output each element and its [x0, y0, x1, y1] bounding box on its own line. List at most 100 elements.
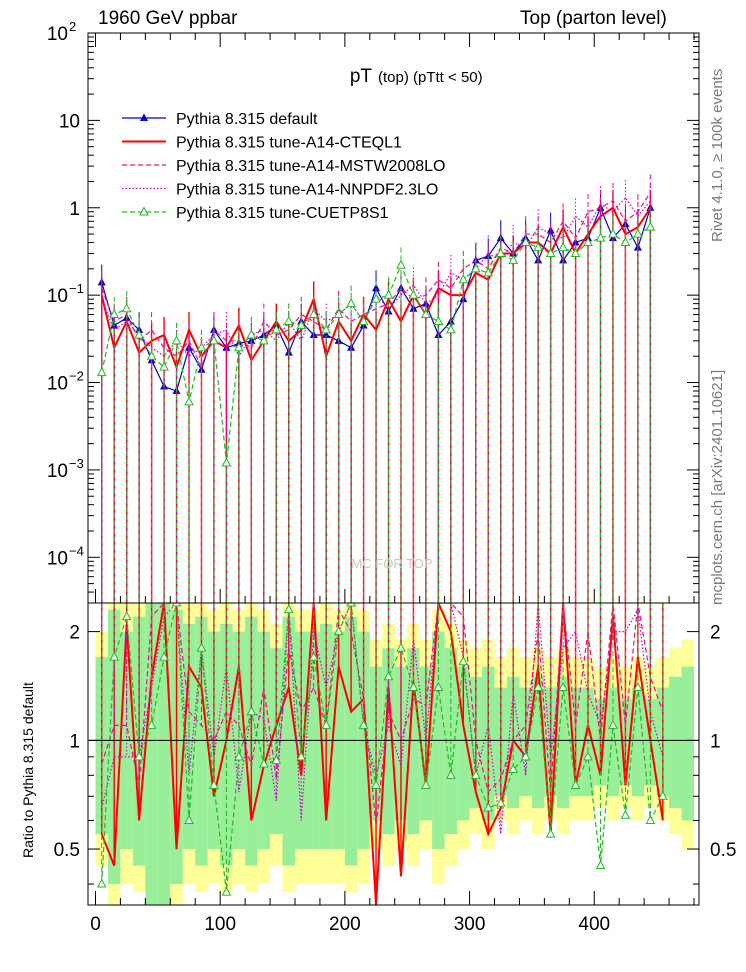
ratio-inner-band-bar [407, 648, 420, 835]
main-point-pythia-8-315-tune-cuetp8s1 [608, 228, 618, 238]
ratio-y-tick-label: 1 [69, 731, 80, 752]
main-point-pythia-8-315-tune-cuetp8s1 [595, 232, 606, 242]
main-point-pythia-8-315-tune-cuetp8s1 [358, 315, 369, 325]
legend: Pythia 8.315 default Pythia 8.315 tune-A1… [122, 111, 445, 222]
ratio-y-axis-label: Ratio to Pythia 8.315 default [20, 682, 36, 858]
ratio-point-pythia-8-315-tune-cuetp8s1 [470, 769, 481, 779]
main-point-pythia-8-315-tune-cuetp8s1 [645, 221, 656, 231]
main-point-pythia-8-315-tune-cuetp8s1 [458, 274, 469, 284]
main-point-pythia-8-315-tune-cuetp8s1 [558, 242, 568, 252]
x-tick-label: 400 [578, 914, 610, 935]
main-point-pythia-8-315-tune-cuetp8s1 [209, 335, 219, 345]
main-point-pythia-8-315-default [372, 283, 381, 292]
mcplots-label: mcplots.cern.ch [arXiv:2401.10621] [709, 369, 726, 605]
main-point-pythia-8-315-tune-cuetp8s1 [333, 308, 344, 319]
main-point-pythia-8-315-tune-cuetp8s1 [483, 267, 494, 277]
ratio-point-pythia-8-315-tune-cuetp8s1 [109, 651, 120, 661]
ratio-point-pythia-8-315-tune-cuetp8s1 [570, 779, 581, 789]
main-point-pythia-8-315-tune-cuetp8s1 [159, 361, 169, 371]
main-y-tick-label-exp: −2 [69, 369, 84, 384]
main-point-pythia-8-315-tune-cuetp8s1 [421, 308, 431, 319]
ratio-point-pythia-8-315-tune-cuetp8s1 [396, 642, 406, 652]
ratio-point-pythia-8-315-tune-cuetp8s1 [333, 626, 344, 636]
ratio-point-pythia-8-315-tune-cuetp8s1 [346, 603, 356, 607]
main-point-pythia-8-315-tune-cuetp8s1 [109, 308, 120, 319]
ratio-point-pythia-8-315-tune-cuetp8s1 [184, 814, 194, 824]
ratio-point-pythia-8-315-tune-cuetp8s1 [358, 719, 369, 729]
ratio-y-tick-label-right: 2 [710, 623, 721, 644]
ratio-point-pythia-8-315-tune-cuetp8s1 [209, 779, 219, 789]
main-point-pythia-8-315-tune-cuetp8s1 [258, 335, 269, 345]
main-point-pythia-8-315-tune-cuetp8s1 [134, 329, 144, 339]
main-y-tick-label-exp: −4 [69, 543, 84, 558]
main-point-pythia-8-315-tune-cuetp8s1 [371, 293, 381, 303]
watermark-text: MC FOR TOP [351, 556, 432, 571]
main-point-pythia-8-315-tune-cuetp8s1 [96, 367, 107, 377]
ratio-point-pythia-8-315-tune-cuetp8s1 [296, 751, 307, 761]
main-point-pythia-8-315-tune-cuetp8s1 [246, 329, 257, 339]
main-point-pythia-8-315-tune-cuetp8s1 [633, 228, 643, 238]
main-point-pythia-8-315-tune-cuetp8s1 [383, 289, 394, 299]
main-y-tick-label-base: 10 [47, 548, 68, 569]
ratio-point-pythia-8-315-tune-cuetp8s1 [258, 758, 269, 768]
ratio-point-pythia-8-315-tune-cuetp8s1 [134, 751, 144, 761]
main-point-pythia-8-315-tune-cuetp8s1 [533, 242, 543, 252]
ratio-inner-band-bar [157, 603, 171, 905]
ratio-point-pythia-8-315-tune-cuetp8s1 [645, 814, 656, 824]
ratio-point-pythia-8-315-tune-cuetp8s1 [583, 751, 593, 761]
main-y-tick-label-base: 10 [47, 374, 68, 395]
plot-title-sub: (top) (pTtt < 50) [378, 69, 483, 86]
ratio-point-pythia-8-315-tune-cuetp8s1 [658, 790, 668, 800]
main-y-tick-label: 1 [69, 199, 80, 220]
main-y-tick-label-base: 10 [47, 461, 68, 482]
ratio-point-pythia-8-315-tune-cuetp8s1 [283, 604, 294, 614]
ratio-point-pythia-8-315-tune-cuetp8s1 [408, 681, 419, 692]
main-point-pythia-8-315-tune-cuetp8s1 [234, 342, 244, 352]
ratio-point-pythia-8-315-tune-cuetp8s1 [96, 878, 107, 888]
main-point-pythia-8-315-tune-cuetp8s1 [121, 303, 132, 313]
main-point-pythia-8-315-tune-cuetp8s1 [495, 247, 506, 257]
ratio-point-pythia-8-315-tune-cuetp8s1 [221, 886, 232, 896]
ratio-y-tick-label: 0.5 [54, 840, 80, 861]
main-point-pythia-8-315-tune-cuetp8s1 [283, 315, 294, 325]
main-y-tick-label-exp: 2 [69, 19, 76, 34]
ratio-point-pythia-8-315-tune-cuetp8s1 [458, 656, 469, 666]
main-point-pythia-8-315-tune-cuetp8s1 [520, 236, 531, 247]
header-left-label: 1960 GeV ppbar [98, 8, 238, 29]
ratio-inner-band-bar [669, 676, 682, 808]
main-y-tick-label-exp: −3 [69, 456, 84, 471]
main-point-pythia-8-315-tune-cuetp8s1 [446, 324, 456, 334]
ratio-point-pythia-8-315-tune-cuetp8s1 [633, 681, 643, 692]
legend-entry-label: Pythia 8.315 tune-A14-CTEQL1 [176, 135, 402, 152]
ratio-point-pythia-8-315-tune-cuetp8s1 [146, 719, 157, 729]
ratio-inner-band-bar [681, 666, 695, 821]
main-series-layer [96, 174, 656, 603]
ratio-point-pythia-8-315-tune-cuetp8s1 [234, 751, 244, 761]
header-right-label: Top (parton level) [520, 8, 667, 29]
ratio-inner-band-bar [344, 616, 358, 866]
ratio-line-pythia-8-315-tune-a14-cteql1 [100, 603, 664, 905]
main-point-pythia-8-315-tune-cuetp8s1 [308, 308, 319, 319]
ratio-line-pythia-8-315-tune-cuetp8s1 [101, 603, 664, 893]
ratio-inner-band-bar [382, 648, 395, 835]
main-point-pythia-8-315-tune-cuetp8s1 [408, 289, 419, 299]
legend-entry-label: Pythia 8.315 tune-A14-MSTW2008LO [176, 158, 445, 175]
legend-swatch-marker [140, 113, 148, 121]
main-point-pythia-8-315-tune-cuetp8s1 [296, 319, 307, 329]
main-y-tick-label-base: 10 [47, 24, 68, 45]
legend-swatch-marker [139, 206, 149, 216]
x-tick-label: 300 [454, 914, 486, 935]
ratio-point-pythia-8-315-tune-cuetp8s1 [595, 860, 606, 870]
ratio-point-pythia-8-315-tune-cuetp8s1 [483, 802, 494, 812]
ratio-y-tick-label: 2 [69, 623, 80, 644]
ratio-point-pythia-8-315-tune-cuetp8s1 [371, 779, 381, 789]
ratio-point-pythia-8-315-tune-cuetp8s1 [446, 769, 456, 779]
ratio-point-pythia-8-315-tune-cuetp8s1 [520, 751, 531, 761]
ratio-point-pythia-8-315-tune-cuetp8s1 [508, 763, 519, 774]
main-point-pythia-8-315-tune-cuetp8s1 [221, 457, 232, 467]
main-point-pythia-8-315-tune-cuetp8s1 [171, 335, 182, 345]
main-point-pythia-8-315-tune-cuetp8s1 [570, 247, 581, 257]
ratio-y-tick-label-right: 0.5 [710, 840, 736, 861]
main-y-tick-label-exp: −1 [69, 281, 84, 296]
